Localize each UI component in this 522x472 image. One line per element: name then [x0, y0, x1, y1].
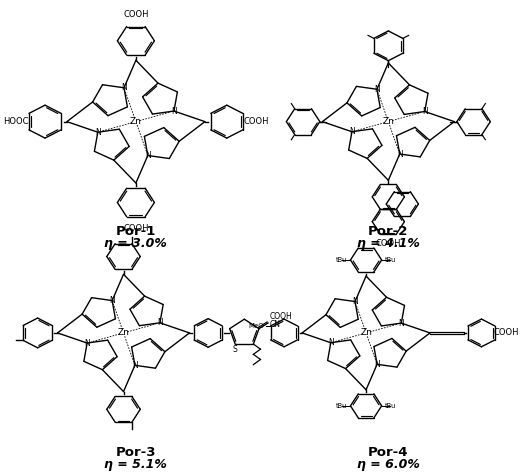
- Text: tBu: tBu: [336, 257, 348, 263]
- Text: Por-3: Por-3: [116, 446, 156, 459]
- Text: N: N: [121, 83, 127, 92]
- Text: η = 4.1%: η = 4.1%: [357, 237, 420, 251]
- Text: N: N: [171, 107, 177, 116]
- Text: Zn: Zn: [360, 329, 372, 337]
- Text: N: N: [349, 127, 355, 136]
- Text: η = 3.0%: η = 3.0%: [104, 237, 168, 251]
- Text: Por-4: Por-4: [368, 446, 409, 459]
- Text: N: N: [422, 107, 428, 116]
- Text: CN: CN: [269, 320, 281, 329]
- Text: N: N: [95, 128, 101, 137]
- Text: η = 6.0%: η = 6.0%: [357, 458, 420, 471]
- Text: COOH: COOH: [269, 312, 292, 321]
- Text: N: N: [398, 319, 404, 328]
- Text: COOH: COOH: [123, 224, 149, 233]
- Text: N: N: [374, 85, 380, 94]
- Text: COOH: COOH: [493, 329, 518, 337]
- Text: COOH: COOH: [376, 238, 401, 248]
- Text: tBu: tBu: [385, 403, 396, 409]
- Text: N: N: [84, 338, 90, 347]
- Text: tBu: tBu: [385, 257, 396, 263]
- Text: N: N: [328, 338, 334, 347]
- Text: MeO: MeO: [248, 323, 264, 329]
- Text: COOH: COOH: [243, 117, 269, 126]
- Text: Zn: Zn: [130, 117, 142, 126]
- Text: N: N: [132, 361, 138, 370]
- Text: N: N: [397, 150, 402, 159]
- Text: HOOC: HOOC: [3, 117, 29, 126]
- Text: N: N: [157, 318, 163, 327]
- Text: N: N: [145, 151, 151, 160]
- Text: η = 5.1%: η = 5.1%: [104, 458, 168, 471]
- Text: Por-1: Por-1: [116, 225, 156, 238]
- Text: N: N: [109, 296, 115, 305]
- Text: N: N: [352, 297, 358, 306]
- Text: COOH: COOH: [123, 10, 149, 19]
- Text: tBu: tBu: [336, 403, 348, 409]
- Text: Zn: Zn: [117, 329, 129, 337]
- Text: N: N: [374, 360, 380, 369]
- Text: Por-2: Por-2: [368, 225, 409, 238]
- Text: Zn: Zn: [383, 117, 394, 126]
- Text: S: S: [233, 345, 238, 354]
